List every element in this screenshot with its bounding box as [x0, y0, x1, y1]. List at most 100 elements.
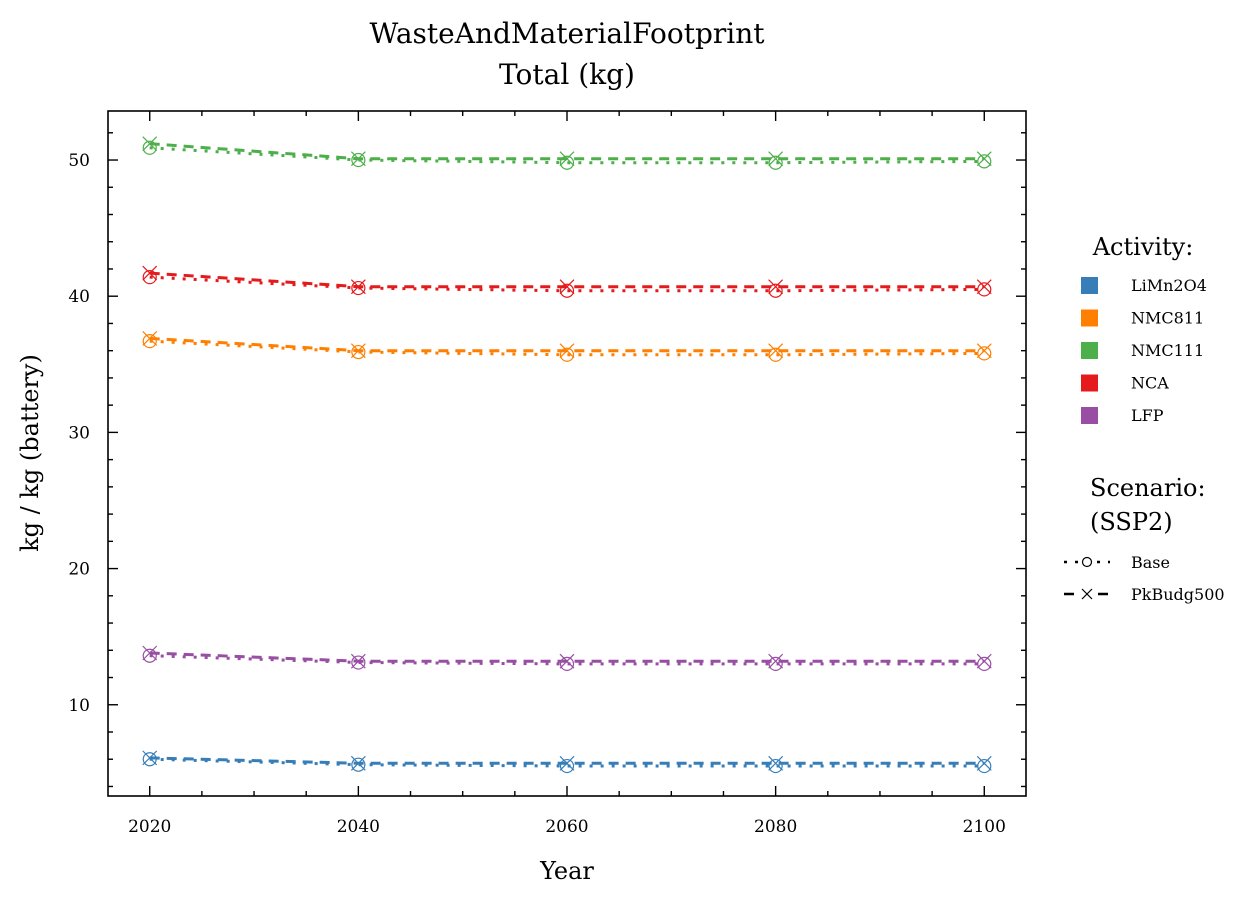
- data-point-nmc111-base: [559, 155, 575, 170]
- data-point-lfp-pkbudg500: [350, 653, 366, 669]
- x-marker-stroke: [559, 653, 575, 669]
- series-line-nmc811-base: [149, 339, 985, 357]
- x-marker-stroke: [559, 343, 575, 359]
- x-marker-stroke: [350, 151, 366, 167]
- data-point-nmc111-pkbudg500: [559, 151, 575, 167]
- x-marker-stroke: [976, 755, 992, 771]
- data-point-nca-base: [142, 270, 157, 285]
- data-point-nmc111-pkbudg500: [768, 151, 784, 167]
- data-point-nca-base: [768, 283, 783, 298]
- data-point-lfp-pkbudg500: [559, 653, 575, 669]
- series-lfp: [142, 645, 992, 672]
- legend-label-limn2o4: LiMn2O4: [1131, 276, 1207, 295]
- data-point-limn2o4-pkbudg500: [976, 755, 992, 771]
- data-point-nca-pkbudg500: [559, 279, 575, 295]
- x-marker-stroke: [350, 653, 366, 669]
- scenario-legend-title-line-1: Scenario:: [1090, 474, 1206, 502]
- data-point-nmc811-base: [142, 334, 157, 349]
- series-nmc111: [142, 136, 992, 170]
- legend-label-nca: NCA: [1131, 374, 1169, 393]
- x-marker-stroke: [142, 331, 158, 346]
- data-point-nca-base: [977, 282, 992, 297]
- data-point-lfp-pkbudg500: [142, 645, 158, 661]
- x-marker-stroke: [559, 755, 575, 771]
- data-point-limn2o4-pkbudg500: [142, 750, 158, 766]
- data-point-nca-pkbudg500: [976, 279, 992, 295]
- activity-legend-title: Activity:: [1092, 233, 1194, 261]
- legend-label-pkbudg500: PkBudg500: [1131, 585, 1225, 604]
- data-point-nmc111-pkbudg500: [976, 151, 992, 167]
- data-point-limn2o4-pkbudg500: [768, 755, 784, 771]
- data-point-nmc111-base: [351, 152, 366, 168]
- x-marker-stroke: [768, 279, 784, 295]
- data-point-nca-pkbudg500: [768, 279, 784, 295]
- data-point-nca-base: [559, 283, 575, 298]
- y-tick-label: 40: [68, 287, 90, 307]
- scenario-legend: Scenario: (SSP2) Base PkBudg500: [1064, 474, 1225, 604]
- x-marker-stroke: [976, 653, 992, 669]
- data-point-nmc111-base: [768, 155, 783, 170]
- series-limn2o4: [142, 750, 992, 774]
- data-point-nmc811-pkbudg500: [350, 343, 366, 359]
- data-point-nmc111-base: [977, 154, 992, 169]
- chart-title-line-2: Total (kg): [499, 58, 635, 91]
- data-point-nmc811-pkbudg500: [142, 331, 158, 346]
- legend-label-nmc111: NMC111: [1131, 341, 1204, 360]
- data-point-nmc811-pkbudg500: [559, 343, 575, 359]
- x-marker-stroke: [142, 265, 158, 281]
- y-tick-label: 10: [68, 696, 90, 716]
- x-tick-label: 2060: [545, 817, 588, 837]
- x-marker-stroke: [768, 151, 784, 167]
- x-marker-stroke: [976, 151, 992, 167]
- series-line-lfp-base: [149, 654, 985, 666]
- legend-label-base: Base: [1131, 553, 1170, 572]
- legend-marker-x: [1081, 588, 1093, 600]
- data-point-nmc111-pkbudg500: [142, 136, 158, 152]
- x-tick-label: 2100: [963, 817, 1006, 837]
- data-point-nca-pkbudg500: [142, 265, 158, 281]
- data-point-nmc811-base: [768, 347, 783, 362]
- data-point-nmc111-base: [142, 140, 157, 155]
- data-point-lfp-base: [142, 648, 157, 663]
- x-axis-label: Year: [539, 857, 594, 885]
- y-tick-label: 30: [68, 423, 90, 443]
- activity-legend: Activity: LiMn2O4 NMC811 NMC111 NCA LFP: [1081, 233, 1207, 425]
- x-marker-stroke: [976, 343, 992, 359]
- legend-swatch-nca: [1081, 374, 1098, 392]
- x-tick-label: 2080: [754, 817, 797, 837]
- x-tick-label: 2020: [128, 817, 171, 837]
- legend-swatch-limn2o4: [1081, 277, 1098, 294]
- x-marker-stroke: [768, 653, 784, 669]
- series-nca: [142, 265, 992, 298]
- x-marker-stroke: [350, 343, 366, 359]
- data-point-nmc811-pkbudg500: [768, 343, 784, 359]
- data-point-lfp-pkbudg500: [976, 653, 992, 669]
- legend-label-nmc811: NMC811: [1131, 309, 1204, 328]
- legend-swatch-lfp: [1081, 407, 1098, 424]
- legend-label-lfp: LFP: [1131, 406, 1164, 425]
- plot-frame: [107, 110, 1027, 797]
- series-line-nca-base: [149, 275, 985, 293]
- legend-swatch-nmc111: [1081, 342, 1098, 359]
- x-marker-stroke: [768, 343, 784, 359]
- data-point-lfp-pkbudg500: [768, 653, 784, 669]
- x-marker-stroke: [559, 279, 575, 295]
- data-point-limn2o4-base: [351, 757, 366, 772]
- data-point-nmc811-pkbudg500: [976, 343, 992, 359]
- series-line-nmc111-base: [149, 146, 985, 165]
- legend-swatch-nmc811: [1081, 309, 1098, 327]
- data-point-nmc811-base: [559, 347, 575, 362]
- scenario-legend-title-line-2: (SSP2): [1090, 508, 1173, 536]
- x-marker-stroke: [350, 755, 366, 771]
- data-point-limn2o4-base: [559, 758, 575, 774]
- data-point-nca-pkbudg500: [350, 279, 366, 295]
- chart-title-line-1: WasteAndMaterialFootprint: [370, 17, 766, 50]
- x-marker-stroke: [768, 755, 784, 771]
- x-marker-stroke: [142, 645, 158, 661]
- x-marker-stroke: [142, 750, 158, 766]
- y-axis-label: kg / kg (battery): [16, 354, 44, 552]
- data-point-lfp-base: [351, 655, 366, 670]
- data-point-nmc811-base: [351, 344, 366, 360]
- data-point-nmc111-pkbudg500: [350, 151, 366, 167]
